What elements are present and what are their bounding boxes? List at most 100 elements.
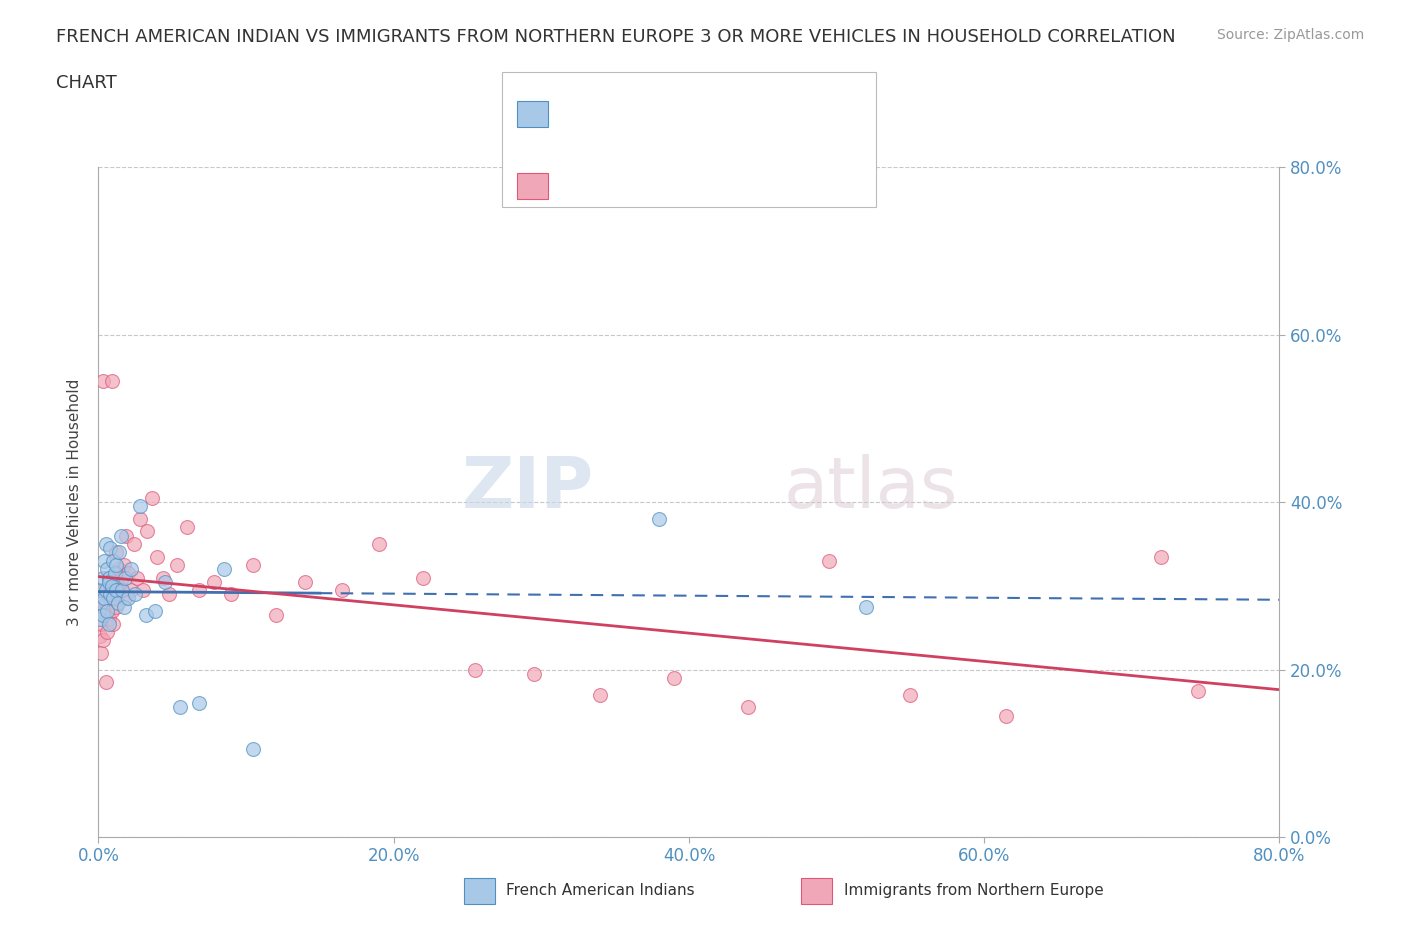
Point: [128, 499, 150, 514]
Point: [91, 608, 114, 623]
Point: [96, 604, 118, 618]
Point: [90, 645, 112, 660]
Point: [104, 565, 127, 580]
Point: [152, 570, 174, 585]
Point: [94, 582, 117, 598]
Point: [91, 374, 114, 389]
Point: [96, 562, 118, 577]
Point: [212, 562, 235, 577]
Point: [93, 553, 115, 568]
Point: [112, 558, 135, 573]
Point: [111, 582, 134, 598]
Point: [995, 709, 1018, 724]
Text: atlas: atlas: [783, 455, 957, 524]
Point: [120, 562, 142, 577]
Point: [98, 591, 121, 606]
Point: [900, 687, 922, 702]
Point: [242, 558, 264, 573]
Point: [97, 612, 120, 627]
Point: [294, 575, 316, 590]
Point: [128, 512, 150, 526]
Point: [115, 528, 138, 543]
Point: [143, 604, 166, 618]
Point: [105, 558, 128, 573]
Point: [112, 600, 135, 615]
Point: [1150, 549, 1173, 564]
Point: [187, 582, 209, 598]
Text: R =: R =: [557, 177, 593, 195]
Point: [523, 667, 546, 682]
Point: [93, 604, 115, 618]
Point: [98, 587, 121, 602]
Point: [110, 528, 132, 543]
Point: [330, 582, 353, 598]
Point: [114, 570, 136, 585]
Point: [97, 617, 120, 631]
Point: [93, 591, 115, 606]
Text: French American Indians: French American Indians: [506, 884, 695, 898]
Point: [146, 549, 169, 564]
Point: [107, 595, 129, 610]
Point: [412, 570, 434, 585]
Text: CHART: CHART: [56, 74, 117, 92]
Point: [648, 512, 671, 526]
Point: [89, 629, 111, 644]
Point: [103, 591, 125, 606]
Point: [125, 570, 148, 585]
Point: [120, 582, 142, 598]
Point: [464, 662, 486, 677]
Point: [91, 633, 114, 648]
Text: ZIP: ZIP: [463, 455, 595, 524]
Point: [89, 612, 111, 627]
Point: [855, 600, 877, 615]
Text: Immigrants from Northern Europe: Immigrants from Northern Europe: [844, 884, 1104, 898]
Point: [153, 575, 176, 590]
Point: [111, 570, 134, 585]
Point: [202, 575, 225, 590]
Point: [90, 582, 112, 598]
Point: [110, 582, 132, 598]
Point: [264, 608, 287, 623]
Point: [136, 525, 159, 539]
Point: [589, 687, 612, 702]
Point: [98, 578, 121, 593]
Point: [105, 582, 128, 598]
Point: [105, 545, 128, 560]
Point: [108, 562, 131, 577]
Point: [117, 591, 139, 606]
Point: [93, 582, 115, 598]
Point: [103, 553, 125, 568]
Point: [141, 491, 163, 506]
Point: [103, 575, 125, 590]
Point: [122, 537, 145, 551]
Point: [94, 537, 117, 551]
Point: [135, 608, 157, 623]
Point: [96, 587, 118, 602]
Point: [166, 558, 188, 573]
Point: [737, 700, 759, 715]
Text: N = 61: N = 61: [700, 177, 758, 195]
Point: [90, 595, 112, 610]
Point: [664, 671, 686, 685]
Point: [368, 537, 391, 551]
Point: [97, 570, 120, 585]
Text: R =: R =: [557, 105, 593, 124]
Point: [105, 600, 128, 615]
Point: [103, 617, 125, 631]
Point: [98, 541, 121, 556]
Point: [104, 587, 127, 602]
Point: [169, 700, 191, 715]
Point: [94, 675, 117, 690]
Point: [107, 578, 129, 593]
Point: [818, 553, 841, 568]
Text: N = 41: N = 41: [700, 105, 758, 124]
Point: [108, 545, 131, 560]
Point: [91, 570, 114, 585]
Point: [90, 617, 112, 631]
Y-axis label: 3 or more Vehicles in Household: 3 or more Vehicles in Household: [67, 379, 83, 626]
Point: [100, 374, 122, 389]
Point: [117, 565, 139, 580]
Point: [1187, 684, 1209, 698]
Point: [124, 587, 146, 602]
Point: [100, 604, 122, 618]
